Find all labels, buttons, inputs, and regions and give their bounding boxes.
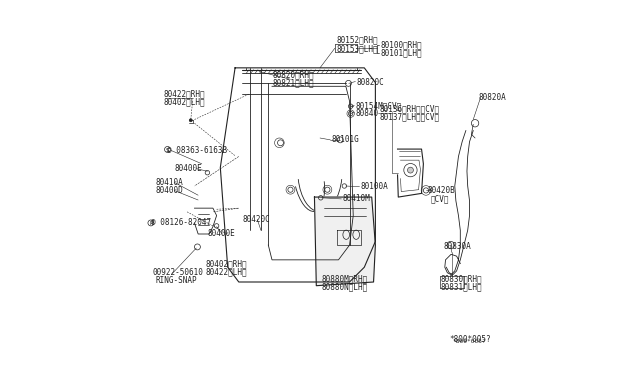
Text: 80821〈LH〉: 80821〈LH〉	[272, 79, 314, 88]
Text: 80402〈LH〉: 80402〈LH〉	[163, 97, 205, 106]
Text: 80420B: 80420B	[427, 186, 455, 195]
Text: 80400D: 80400D	[156, 186, 184, 195]
Text: *800*005?: *800*005?	[453, 339, 486, 344]
Text: 80422〈RH〉: 80422〈RH〉	[163, 89, 205, 98]
Text: *800*005?: *800*005?	[449, 335, 491, 344]
Text: 80153〈LH〉: 80153〈LH〉	[337, 44, 378, 53]
Text: 80422〈LH〉: 80422〈LH〉	[205, 267, 247, 276]
Text: 80100〈RH〉: 80100〈RH〉	[381, 40, 422, 49]
Text: 80137〈LH〉〈CV〉: 80137〈LH〉〈CV〉	[379, 112, 439, 121]
Text: 80820〈RH〉: 80820〈RH〉	[272, 71, 314, 80]
Text: 80820A: 80820A	[479, 93, 506, 102]
Text: R: R	[149, 221, 153, 226]
Text: 80136〈RH〉〈CV〉: 80136〈RH〉〈CV〉	[379, 104, 439, 113]
Text: 80410A: 80410A	[156, 178, 184, 187]
Text: 80840: 80840	[355, 109, 378, 118]
Text: 00922-50610: 00922-50610	[152, 268, 203, 277]
Circle shape	[408, 167, 413, 173]
Text: 80880M〈RH〉: 80880M〈RH〉	[322, 275, 368, 283]
Text: 80820C: 80820C	[357, 78, 385, 87]
Text: 80830〈RH〉: 80830〈RH〉	[440, 275, 482, 283]
Text: 80830A: 80830A	[444, 243, 472, 251]
Text: 80101G: 80101G	[331, 135, 359, 144]
Text: © 08363-6163B: © 08363-6163B	[167, 146, 227, 155]
Text: 80420C: 80420C	[243, 215, 270, 224]
Text: 80402〈RH〉: 80402〈RH〉	[205, 259, 247, 268]
Text: 80831〈LH〉: 80831〈LH〉	[440, 283, 482, 292]
Polygon shape	[314, 197, 376, 286]
Text: ® 08126-82047: ® 08126-82047	[151, 218, 211, 227]
Text: 80154M〈CV〉: 80154M〈CV〉	[355, 101, 401, 110]
Text: RING-SNAP: RING-SNAP	[156, 276, 197, 285]
Text: 80101〈LH〉: 80101〈LH〉	[381, 49, 422, 58]
Text: 80152〈RH〉: 80152〈RH〉	[337, 36, 378, 45]
Text: 80400E: 80400E	[207, 230, 235, 238]
Text: S: S	[166, 148, 169, 153]
Circle shape	[189, 119, 192, 122]
Text: 80880N〈LH〉: 80880N〈LH〉	[322, 283, 368, 292]
Text: 〈CV〉: 〈CV〉	[431, 194, 449, 203]
Text: 80410M: 80410M	[342, 195, 370, 203]
Text: 80100A: 80100A	[360, 182, 388, 191]
Text: 80400E: 80400E	[174, 164, 202, 173]
